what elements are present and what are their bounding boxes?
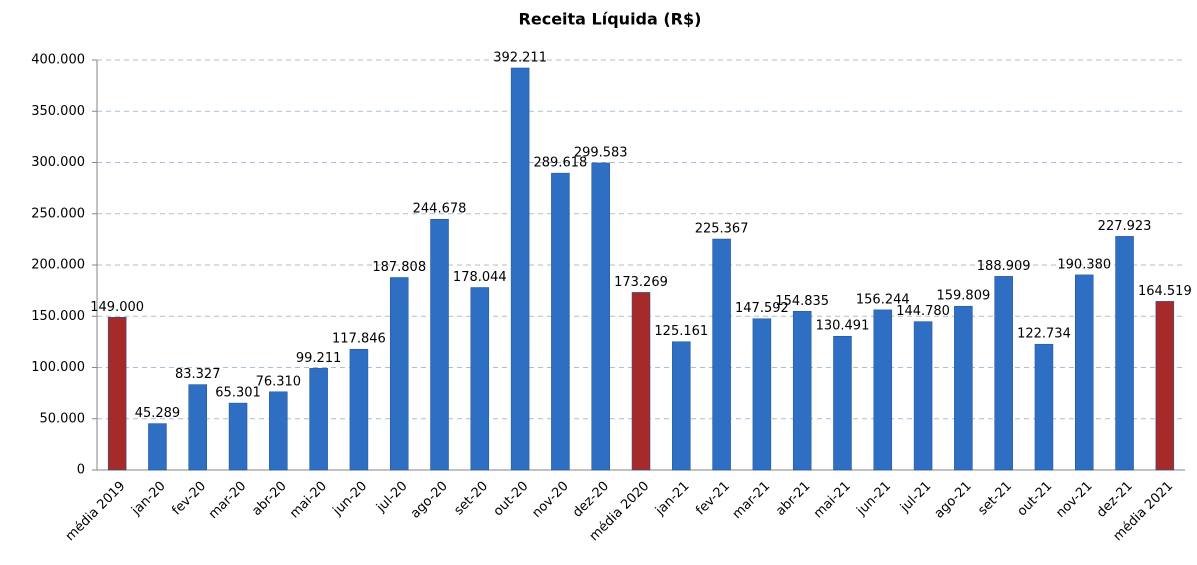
- bar: [269, 391, 288, 471]
- bar: [1075, 274, 1094, 471]
- bar: [389, 277, 409, 471]
- bar: [349, 348, 369, 471]
- x-tick-label: set-20: [451, 479, 491, 519]
- bar: [712, 238, 731, 471]
- x-tick-label: nov-21: [1053, 479, 1095, 521]
- bar: [188, 384, 207, 471]
- value-label: 225.367: [695, 221, 749, 236]
- value-label: 147.592: [735, 301, 789, 316]
- bar: [833, 335, 852, 471]
- value-label: 164.519: [1138, 284, 1192, 299]
- bar: [873, 309, 893, 471]
- x-tick-label: mar-20: [206, 479, 249, 522]
- y-tick-label: 50.000: [40, 411, 86, 426]
- x-tick-label: out-20: [491, 479, 532, 520]
- bar: [430, 218, 449, 471]
- y-tick-label: 100.000: [31, 360, 85, 375]
- value-label: 45.289: [135, 406, 181, 421]
- bar: [591, 162, 610, 471]
- value-label: 149.000: [90, 300, 144, 315]
- y-tick-label: 0: [77, 463, 85, 478]
- y-tick-label: 200.000: [31, 258, 85, 273]
- bar: [994, 276, 1013, 471]
- value-label: 227.923: [1098, 219, 1152, 234]
- bar: [1155, 301, 1175, 471]
- bar: [107, 317, 127, 471]
- y-tick-label: 250.000: [31, 206, 85, 221]
- value-label: 99.211: [296, 351, 342, 366]
- value-label: 188.909: [977, 259, 1031, 274]
- value-label: 122.734: [1017, 327, 1071, 342]
- value-label: 173.269: [614, 275, 668, 290]
- value-label: 159.809: [936, 289, 990, 304]
- bar: [470, 287, 490, 471]
- value-label: 187.808: [372, 260, 426, 275]
- x-tick-label: set-21: [975, 479, 1015, 519]
- bar: [672, 341, 691, 471]
- bar: [792, 311, 812, 471]
- value-label: 190.380: [1057, 257, 1111, 272]
- bar: [631, 292, 651, 471]
- value-label: 83.327: [175, 367, 221, 382]
- x-tick-label: média 2019: [63, 479, 129, 545]
- bar: [309, 368, 328, 471]
- x-tick-label: ago-21: [932, 479, 975, 522]
- x-tick-label: jun-21: [854, 479, 895, 520]
- y-tick-label: 400.000: [31, 53, 85, 68]
- value-label: 178.044: [453, 270, 507, 285]
- chart-title: Receita Líquida (R$): [519, 10, 702, 29]
- x-tick-label: jul-20: [373, 479, 410, 516]
- x-tick-label: abr-20: [249, 479, 289, 519]
- y-tick-label: 350.000: [31, 104, 85, 119]
- x-tick-label: fev-20: [169, 479, 209, 519]
- x-tick-label: mar-21: [730, 479, 773, 522]
- y-tick-label: 150.000: [31, 309, 85, 324]
- x-tick-label: out-21: [1015, 479, 1056, 520]
- value-label: 144.780: [896, 304, 950, 319]
- value-label: 76.310: [256, 374, 302, 389]
- x-tick-label: mai-21: [811, 479, 854, 522]
- bar: [752, 318, 772, 471]
- bar: [954, 305, 973, 471]
- x-tick-label: fev-21: [693, 479, 733, 519]
- value-label: 392.211: [493, 50, 547, 65]
- bar: [551, 172, 570, 471]
- value-label: 244.678: [413, 202, 467, 217]
- x-tick-label: jan-21: [652, 479, 692, 519]
- value-label: 125.161: [654, 324, 708, 339]
- y-tick-label: 300.000: [31, 155, 85, 170]
- value-label: 289.618: [534, 156, 588, 171]
- bar: [913, 321, 933, 471]
- value-label: 154.835: [775, 294, 829, 309]
- x-tick-label: mai-20: [287, 479, 330, 522]
- x-tick-label: jun-20: [330, 479, 371, 520]
- value-label: 299.583: [574, 145, 628, 160]
- x-tick-label: nov-20: [529, 479, 571, 521]
- value-label: 130.491: [816, 319, 870, 334]
- x-tick-label: jul-21: [897, 479, 934, 516]
- x-tick-label: ago-20: [408, 479, 451, 522]
- value-label: 156.244: [856, 292, 910, 307]
- x-tick-label: abr-21: [773, 479, 813, 519]
- x-tick-label: jan-20: [128, 479, 168, 519]
- bar: [1115, 236, 1134, 471]
- bar: [510, 67, 530, 471]
- bar: [1034, 343, 1054, 471]
- value-label: 65.301: [215, 386, 261, 401]
- value-label: 117.846: [332, 332, 386, 347]
- bar: [148, 423, 167, 471]
- bar: [228, 402, 248, 471]
